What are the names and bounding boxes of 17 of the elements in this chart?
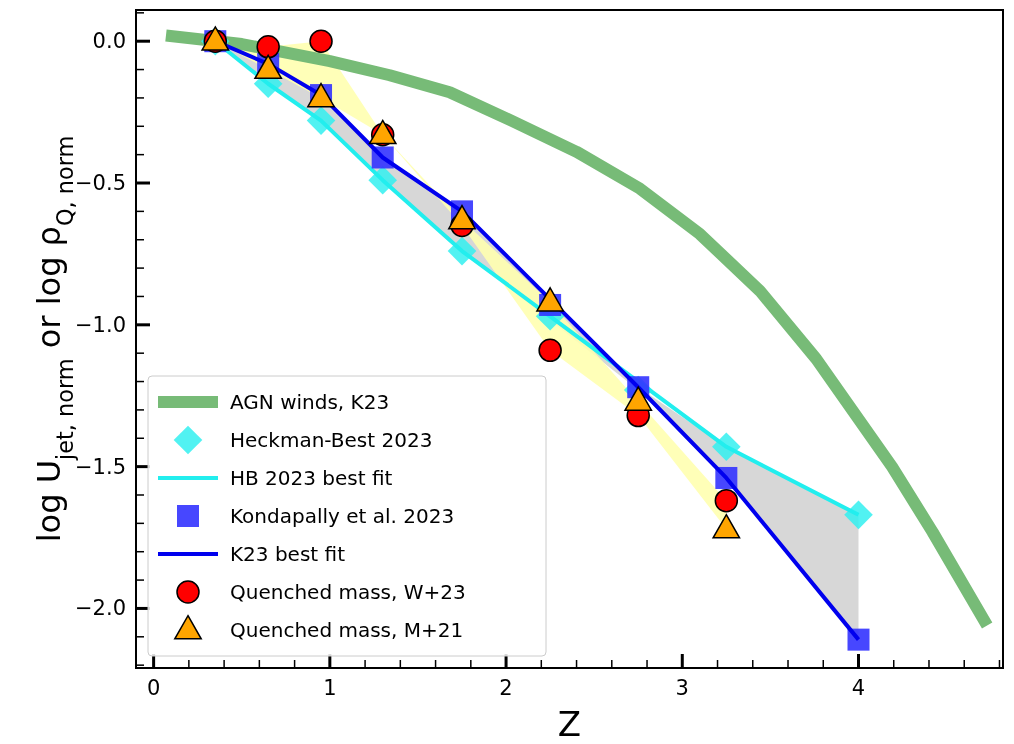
- x-tick-label: 0: [146, 676, 161, 700]
- legend-label: Kondapally et al. 2023: [230, 504, 455, 528]
- y-tick-label: 0.0: [92, 29, 126, 54]
- legend-label: Quenched mass, M+21: [230, 618, 464, 642]
- y-tick-label: −1.0: [75, 312, 126, 337]
- legend-label: Heckman-Best 2023: [230, 428, 433, 452]
- x-axis-title: Z: [557, 704, 582, 744]
- y-tick-label: −0.5: [75, 171, 126, 196]
- x-tick-label: 4: [851, 676, 866, 700]
- legend-label: AGN winds, K23: [230, 390, 390, 414]
- legend-label: HB 2023 best fit: [230, 466, 393, 490]
- x-tick-label: 3: [675, 676, 689, 700]
- legend-label: K23 best fit: [230, 542, 346, 566]
- x-tick-label: 2: [499, 676, 513, 700]
- y-tick-label: −2.0: [75, 596, 126, 621]
- legend-label: Quenched mass, W+23: [230, 580, 466, 604]
- x-tick-label: 1: [323, 676, 337, 700]
